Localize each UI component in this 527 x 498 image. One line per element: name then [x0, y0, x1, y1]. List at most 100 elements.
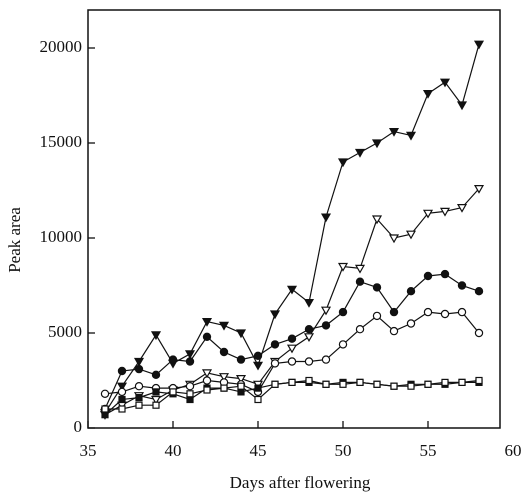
marker	[186, 390, 194, 398]
marker	[475, 376, 483, 385]
marker	[320, 213, 332, 223]
marker	[320, 306, 332, 316]
marker	[288, 378, 296, 386]
y-tick-label: 20000	[40, 37, 83, 56]
marker	[286, 344, 298, 354]
marker	[202, 376, 212, 385]
marker	[440, 269, 450, 279]
marker	[271, 380, 279, 388]
series-line	[104, 381, 479, 416]
marker	[440, 309, 450, 319]
marker	[100, 389, 110, 398]
marker	[354, 148, 366, 158]
marker	[117, 387, 127, 397]
marker	[388, 128, 400, 137]
marker	[337, 262, 349, 272]
x-tick-label: 60	[505, 441, 522, 460]
marker	[338, 340, 348, 349]
marker	[473, 185, 485, 194]
marker	[185, 382, 195, 391]
marker	[339, 380, 347, 388]
marker	[371, 139, 383, 149]
marker	[372, 311, 382, 321]
marker	[423, 307, 433, 317]
y-tick-label: 0	[74, 417, 83, 436]
marker	[439, 207, 451, 217]
y-tick-label: 5000	[48, 322, 82, 341]
marker	[218, 373, 230, 382]
marker	[355, 325, 365, 334]
x-tick-label: 35	[80, 441, 97, 460]
marker	[270, 340, 280, 349]
marker	[254, 384, 262, 392]
x-tick-label: 40	[165, 441, 182, 460]
marker	[406, 287, 416, 296]
marker	[338, 307, 348, 317]
marker	[219, 347, 229, 357]
y-tick-label: 10000	[40, 227, 83, 246]
marker	[457, 281, 467, 290]
marker	[441, 378, 449, 386]
marker	[355, 277, 365, 286]
marker	[270, 359, 280, 368]
marker	[134, 382, 144, 391]
marker	[388, 234, 400, 244]
marker	[220, 384, 228, 392]
marker	[203, 386, 211, 394]
marker	[269, 310, 281, 320]
marker	[152, 401, 160, 409]
marker	[373, 380, 381, 388]
marker	[135, 394, 143, 402]
marker	[286, 285, 298, 295]
marker	[389, 307, 399, 317]
marker	[118, 405, 126, 413]
marker	[151, 370, 161, 379]
marker	[405, 230, 417, 240]
marker	[253, 351, 263, 360]
marker	[135, 401, 143, 409]
marker	[287, 334, 297, 343]
marker	[456, 204, 468, 213]
marker	[134, 364, 144, 374]
marker	[185, 357, 195, 366]
marker	[150, 395, 162, 405]
marker	[371, 215, 383, 225]
marker	[303, 333, 315, 343]
marker	[337, 158, 349, 168]
marker	[184, 350, 196, 360]
marker	[236, 355, 246, 364]
marker	[252, 361, 264, 371]
marker	[423, 271, 433, 281]
marker	[389, 326, 399, 336]
marker	[287, 357, 297, 366]
marker	[439, 78, 451, 88]
marker	[202, 332, 212, 341]
marker	[101, 405, 109, 413]
marker	[218, 321, 230, 331]
marker	[254, 395, 262, 404]
marker	[407, 382, 415, 390]
x-tick-label: 50	[335, 441, 352, 460]
plot-frame	[87, 9, 501, 429]
marker	[235, 329, 247, 339]
marker	[390, 382, 398, 390]
marker	[474, 287, 484, 296]
marker	[186, 395, 194, 404]
marker	[133, 357, 145, 367]
marker	[305, 376, 313, 385]
marker	[116, 382, 128, 392]
x-axis-label: Days after flowering	[230, 473, 371, 492]
marker	[422, 209, 434, 219]
marker	[372, 283, 382, 292]
marker	[354, 264, 366, 274]
x-tick-label: 55	[420, 441, 437, 460]
marker	[304, 357, 314, 366]
marker	[304, 325, 314, 334]
marker	[405, 131, 417, 141]
marker	[406, 319, 416, 328]
marker	[474, 328, 484, 338]
x-tick-label: 45	[250, 441, 267, 460]
marker	[235, 375, 247, 384]
marker	[321, 355, 331, 364]
